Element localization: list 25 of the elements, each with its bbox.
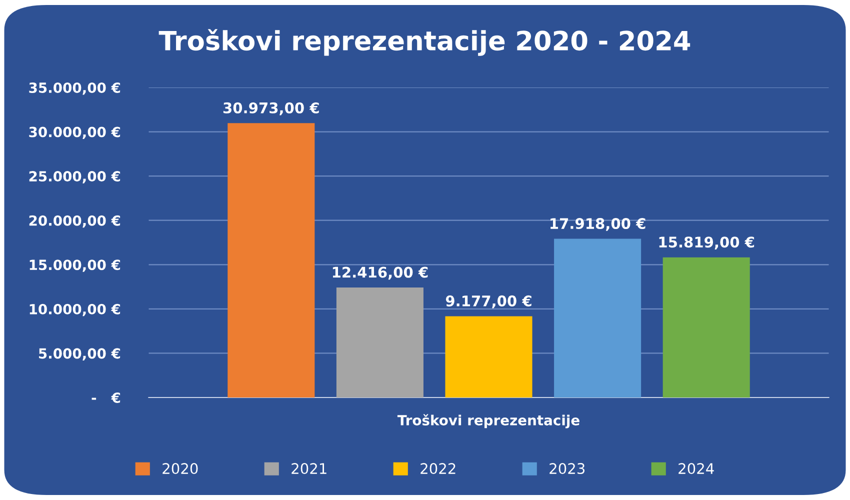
y-tick-label: 15.000,00 €: [30, 260, 120, 272]
legend-label: 2021: [292, 463, 326, 474]
y-tick-label: 20.000,00 €: [29, 215, 120, 228]
data-label: 17.918,00 €: [550, 218, 646, 231]
data-label: 9.177,00 €: [446, 295, 532, 308]
x-tick-label: Troškovi reprezentacije: [397, 414, 580, 428]
y-tick-label: 35.000,00 €: [29, 82, 120, 95]
y-tick-label: 25.000,00 €: [29, 171, 120, 184]
legend-label: 2022: [420, 463, 456, 474]
legend-label: 2023: [550, 463, 584, 474]
data-label: 12.416,00 €: [332, 266, 428, 280]
y-tick-label: 5.000,00 €: [39, 348, 120, 360]
bar: [554, 238, 642, 398]
data-label: 30.973,00 €: [223, 102, 319, 116]
y-tick-label: 10.000,00 €: [30, 304, 120, 316]
legend-label: 2024: [678, 463, 714, 474]
y-tick-label: 30.000,00 €: [29, 126, 120, 140]
bar: [228, 123, 315, 398]
y-tick-label: - €: [92, 392, 120, 403]
bar: [445, 316, 532, 398]
bar: [662, 257, 750, 398]
chart-title: Troškovi reprezentacije 2020 - 2024: [158, 29, 690, 56]
data-label: 15.819,00 €: [659, 236, 754, 250]
bar: [336, 288, 424, 398]
legend-label: 2020: [162, 463, 198, 474]
